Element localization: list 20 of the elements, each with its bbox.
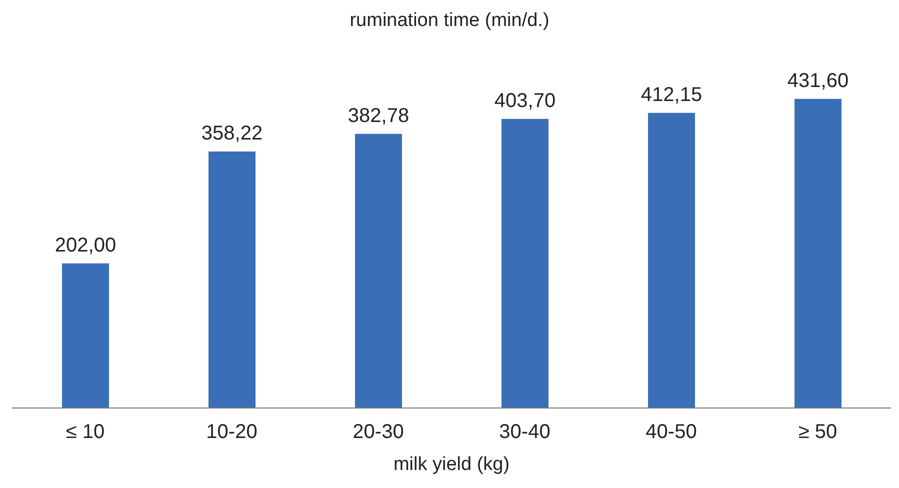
x-tick-label: 40-50	[646, 421, 697, 444]
bar	[62, 263, 109, 408]
chart-title: rumination time (min/d.)	[348, 10, 550, 32]
x-tick-label: 20-30	[352, 421, 404, 444]
data-label: 382,78	[348, 104, 410, 127]
bar	[648, 112, 695, 408]
x-tick-label: ≥ 50	[798, 421, 838, 444]
data-label: 358,22	[201, 122, 263, 144]
bar	[208, 151, 256, 408]
x-tick-label: 10-20	[206, 421, 258, 444]
bar	[355, 134, 402, 408]
data-label: 403,70	[494, 90, 556, 112]
data-label: 202,00	[54, 234, 116, 256]
x-tick-label: ≤ 10	[66, 421, 105, 444]
bar	[794, 98, 842, 408]
data-label: 431,60	[787, 70, 849, 92]
bar	[502, 118, 548, 408]
data-label: 412,15	[640, 84, 702, 106]
x-tick-label: 30-40	[499, 421, 550, 444]
x-axis-title: milk yield (kg)	[393, 454, 510, 475]
